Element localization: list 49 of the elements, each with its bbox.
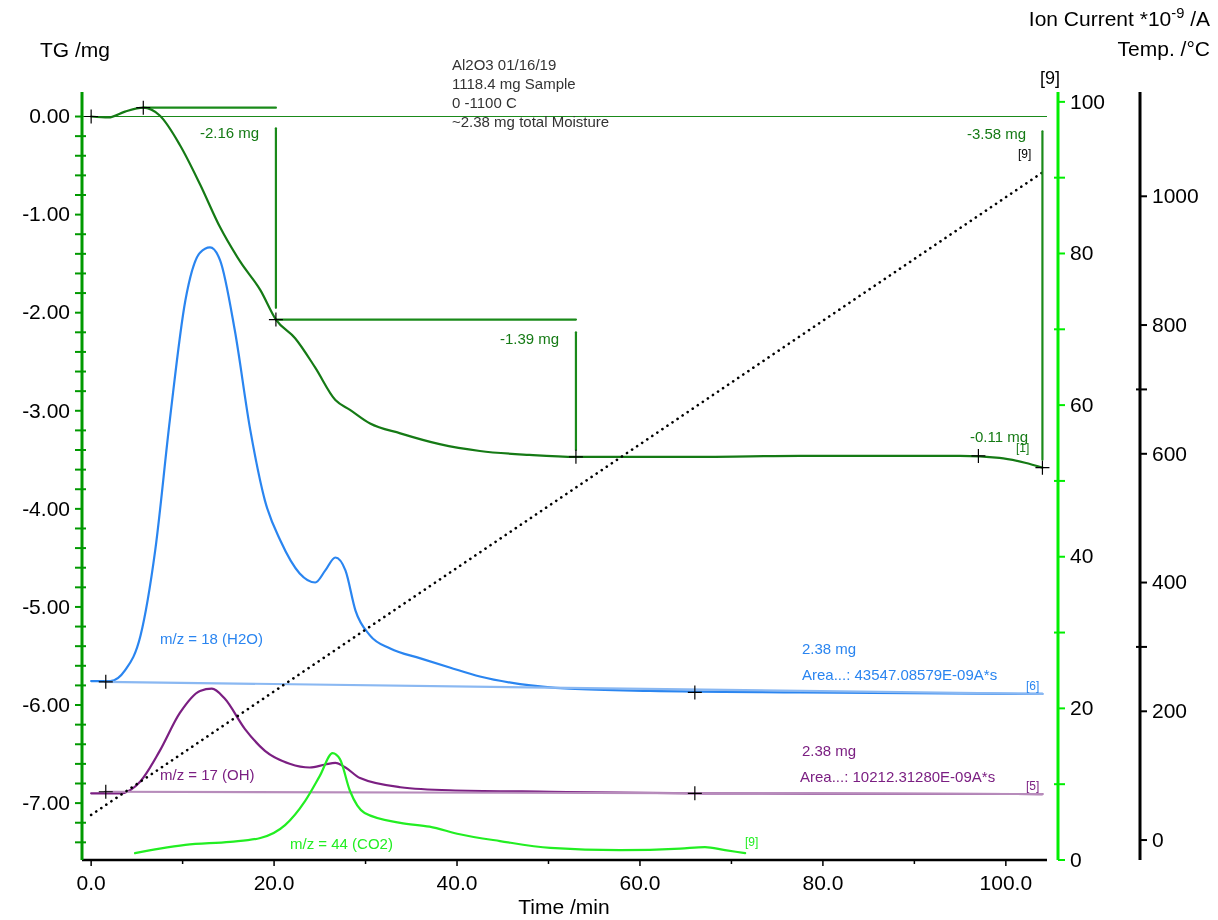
annotation: 2.38 mg bbox=[802, 742, 857, 759]
y3-tick-label: 400 bbox=[1152, 570, 1188, 594]
y3-axis-title: Temp. /°C bbox=[1117, 37, 1210, 60]
y2-tick-label: 40 bbox=[1070, 544, 1094, 568]
annotation: -1.39 mg bbox=[500, 330, 560, 347]
annotation: 0 -1100 C bbox=[452, 94, 517, 111]
x-axis-title: Time /min bbox=[518, 895, 610, 918]
annotation: 2.38 mg bbox=[802, 640, 857, 657]
y2-tick-label: 100 bbox=[1070, 89, 1106, 113]
y-tick-label: -2.00 bbox=[22, 300, 70, 324]
annotation: m/z = 17 (OH) bbox=[160, 766, 255, 783]
y2-tick-label: 0 bbox=[1070, 847, 1082, 871]
annotation: ~2.38 mg total Moisture bbox=[452, 113, 610, 130]
y2-tick-label: 80 bbox=[1070, 241, 1094, 265]
y-axis-title: TG /mg bbox=[40, 38, 111, 61]
annotation: Area...: 43547.08579E-09A*s bbox=[802, 666, 998, 683]
text: 1118.4 mg Sample bbox=[452, 75, 576, 92]
x-tick-label: 60.0 bbox=[619, 871, 661, 894]
y2-axis-title: Ion Current *10$^{-9}$ /A bbox=[1028, 5, 1210, 30]
annotation: [5] bbox=[1026, 779, 1040, 793]
annotation: -3.58 mg bbox=[967, 125, 1027, 142]
x-tick-label: 0.0 bbox=[76, 871, 106, 894]
y3-tick-label: 1000 bbox=[1152, 184, 1199, 208]
x-tick-label: 40.0 bbox=[436, 871, 478, 894]
x-tick-label: 20.0 bbox=[253, 871, 295, 894]
x-tick-label: 80.0 bbox=[802, 871, 844, 894]
y-tick-label: -6.00 bbox=[22, 692, 70, 716]
y-tick-label: -7.00 bbox=[22, 790, 70, 814]
y-tick-label: 0.00 bbox=[29, 104, 70, 128]
annotation: [9] bbox=[1018, 147, 1032, 161]
annotation: -2.16 mg bbox=[200, 124, 260, 141]
annotation: [9] bbox=[745, 835, 759, 849]
y-tick-label: -1.00 bbox=[22, 202, 70, 226]
annotation: m/z = 18 (H2O) bbox=[160, 630, 263, 647]
x-tick-label: 100.0 bbox=[979, 871, 1033, 894]
y-tick-label: -5.00 bbox=[22, 594, 70, 618]
text: [9] bbox=[1040, 68, 1061, 88]
annotation: [6] bbox=[1026, 679, 1040, 693]
y3-tick-label: 0 bbox=[1152, 827, 1164, 851]
y3-tick-label: 600 bbox=[1152, 441, 1188, 465]
annotation: Area...: 10212.31280E-09A*s bbox=[800, 768, 996, 785]
y2-tick-label: 20 bbox=[1070, 696, 1094, 720]
y-tick-label: -3.00 bbox=[22, 398, 70, 422]
y3-tick-label: 800 bbox=[1152, 312, 1188, 336]
y2-tick-label: 60 bbox=[1070, 392, 1094, 416]
annotation: m/z = 44 (CO2) bbox=[290, 835, 393, 852]
y-tick-label: -4.00 bbox=[22, 496, 70, 520]
y3-tick-label: 200 bbox=[1152, 699, 1188, 723]
text: Al2O3 01/16/19 bbox=[452, 56, 557, 73]
